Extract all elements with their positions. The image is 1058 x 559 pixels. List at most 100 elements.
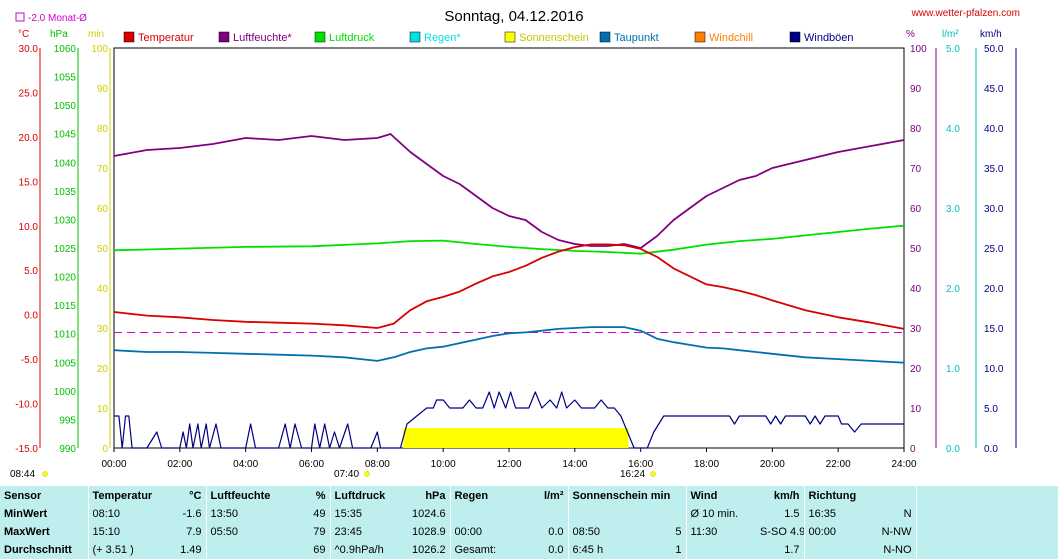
x-tick-label: 06:00: [299, 459, 324, 470]
humidity-tick-label: 50: [910, 244, 922, 255]
sunshine-bar: [422, 428, 426, 448]
weather-chart: Sonntag, 04.12.2016 www.wetter-pfalzen.c…: [10, 8, 1020, 480]
humidity-line: [113, 133, 905, 249]
wind-tick-label: 45.0: [984, 84, 1004, 95]
pressure-tick-label: 995: [59, 415, 76, 426]
sunset-time: 16:24: [620, 469, 645, 480]
pressure-tick-label: 1040: [54, 158, 77, 169]
sunshine-bar: [526, 428, 530, 448]
x-tick-label: 00:00: [101, 459, 126, 470]
header-rain-unit: l/m²: [543, 489, 564, 502]
sunshine-bar: [504, 428, 508, 448]
sunshine-bar: [559, 428, 563, 448]
sunshine-bar: [598, 428, 602, 448]
rain-unit-label: l/m²: [942, 29, 959, 40]
pressure-tick-label: 1050: [54, 101, 77, 112]
pressure-tick-label: 1005: [54, 358, 77, 369]
sunshine-bar: [430, 428, 434, 448]
sunshine-bar: [619, 428, 623, 448]
sunshine-bar: [515, 428, 519, 448]
humidity-tick-label: 40: [910, 284, 922, 295]
sunshine-bar: [512, 428, 516, 448]
sunshine-bar: [510, 428, 514, 448]
temp-tick-label: -10.0: [15, 400, 38, 411]
sunshine-bar: [554, 428, 558, 448]
humidity-tick-label: 20: [910, 364, 922, 375]
pressure-tick-label: 990: [59, 444, 76, 455]
humidity-tick-label: 80: [910, 124, 922, 135]
rain-tick-label: 3.0: [946, 204, 960, 215]
hum-value: 49: [313, 508, 326, 520]
dir-time: 16:35: [803, 505, 877, 523]
pressure-unit-label: hPa: [50, 29, 68, 40]
press-value: 1026.2: [412, 544, 446, 556]
temp-time: 08:10: [87, 505, 168, 523]
temp-tick-label: -15.0: [15, 444, 38, 455]
hum-value: 79: [313, 526, 326, 538]
sunshine-bar: [595, 428, 599, 448]
sunshine-bar: [493, 428, 497, 448]
sunshine-bar: [488, 428, 492, 448]
sun-time: 08:50: [567, 523, 646, 541]
header-humidity: Luftfeuchte: [205, 486, 290, 505]
dewpoint-line: [113, 326, 905, 364]
press-time: ^0.9hPa/h: [329, 541, 408, 559]
hum-time: [205, 541, 290, 559]
sunshine-bar: [480, 428, 484, 448]
sunshine-bar: [534, 428, 538, 448]
temp-time: (+ 3.51 ): [87, 541, 168, 559]
sunshine-bar: [584, 428, 588, 448]
header-direction: Richtung: [803, 486, 877, 505]
sunshine-bar: [565, 428, 569, 448]
sunshine-bar: [543, 428, 547, 448]
sun-tick-label: 40: [97, 284, 109, 295]
x-tick-label: 08:00: [365, 459, 390, 470]
sunshine-bar: [496, 428, 500, 448]
wind-tick-label: 40.0: [984, 124, 1004, 135]
legend-swatch: [123, 31, 135, 43]
sunshine-bar: [551, 428, 555, 448]
sunshine-bar: [625, 428, 629, 448]
temp-tick-label: 0.0: [24, 311, 38, 322]
legend-swatch: [694, 31, 706, 43]
rain-tick-label: 0.0: [946, 444, 960, 455]
legend-swatch: [409, 31, 421, 43]
sunshine-bar: [449, 428, 453, 448]
rain-time: [449, 505, 522, 523]
sunshine-bar: [474, 428, 478, 448]
legend-label: Windböen: [804, 32, 854, 44]
sunshine-bar: [471, 428, 475, 448]
sunshine-bar: [606, 428, 610, 448]
sun-unit-label: min: [88, 29, 104, 40]
monthly-avg-icon: [15, 12, 25, 22]
wind-label: Ø 10 min.: [685, 505, 757, 523]
sunshine-bar: [617, 428, 621, 448]
time-markers: 08:44 07:40 16:24: [10, 469, 656, 480]
sun-tick-label: 80: [97, 124, 109, 135]
temp-tick-label: 15.0: [19, 177, 39, 188]
temperature-line: [113, 243, 905, 330]
sunshine-bar: [614, 428, 618, 448]
wind-value: 1.5: [784, 508, 800, 520]
website-link[interactable]: www.wetter-pfalzen.com: [911, 8, 1020, 19]
wind-tick-label: 0.0: [984, 444, 998, 455]
legend-swatch: [789, 31, 801, 43]
sun-time: [567, 505, 646, 523]
temp-tick-label: 20.0: [19, 133, 39, 144]
sunshine-bar: [469, 428, 473, 448]
x-tick-label: 14:00: [562, 459, 587, 470]
humidity-tick-label: 10: [910, 404, 922, 415]
sunshine-bar: [502, 428, 506, 448]
sunshine-bar: [576, 428, 580, 448]
press-time: 23:45: [329, 523, 408, 541]
legend-swatch: [218, 31, 230, 43]
rain-tick-label: 5.0: [946, 44, 960, 55]
sunshine-bar: [521, 428, 525, 448]
rain-value: [522, 505, 568, 523]
x-tick-label: 02:00: [167, 459, 192, 470]
rain-value: 0.0: [548, 544, 564, 556]
pressure-tick-label: 1045: [54, 130, 77, 141]
legend-swatch: [314, 31, 326, 43]
press-time: 15:35: [329, 505, 408, 523]
chart-title: Sonntag, 04.12.2016: [444, 8, 583, 25]
